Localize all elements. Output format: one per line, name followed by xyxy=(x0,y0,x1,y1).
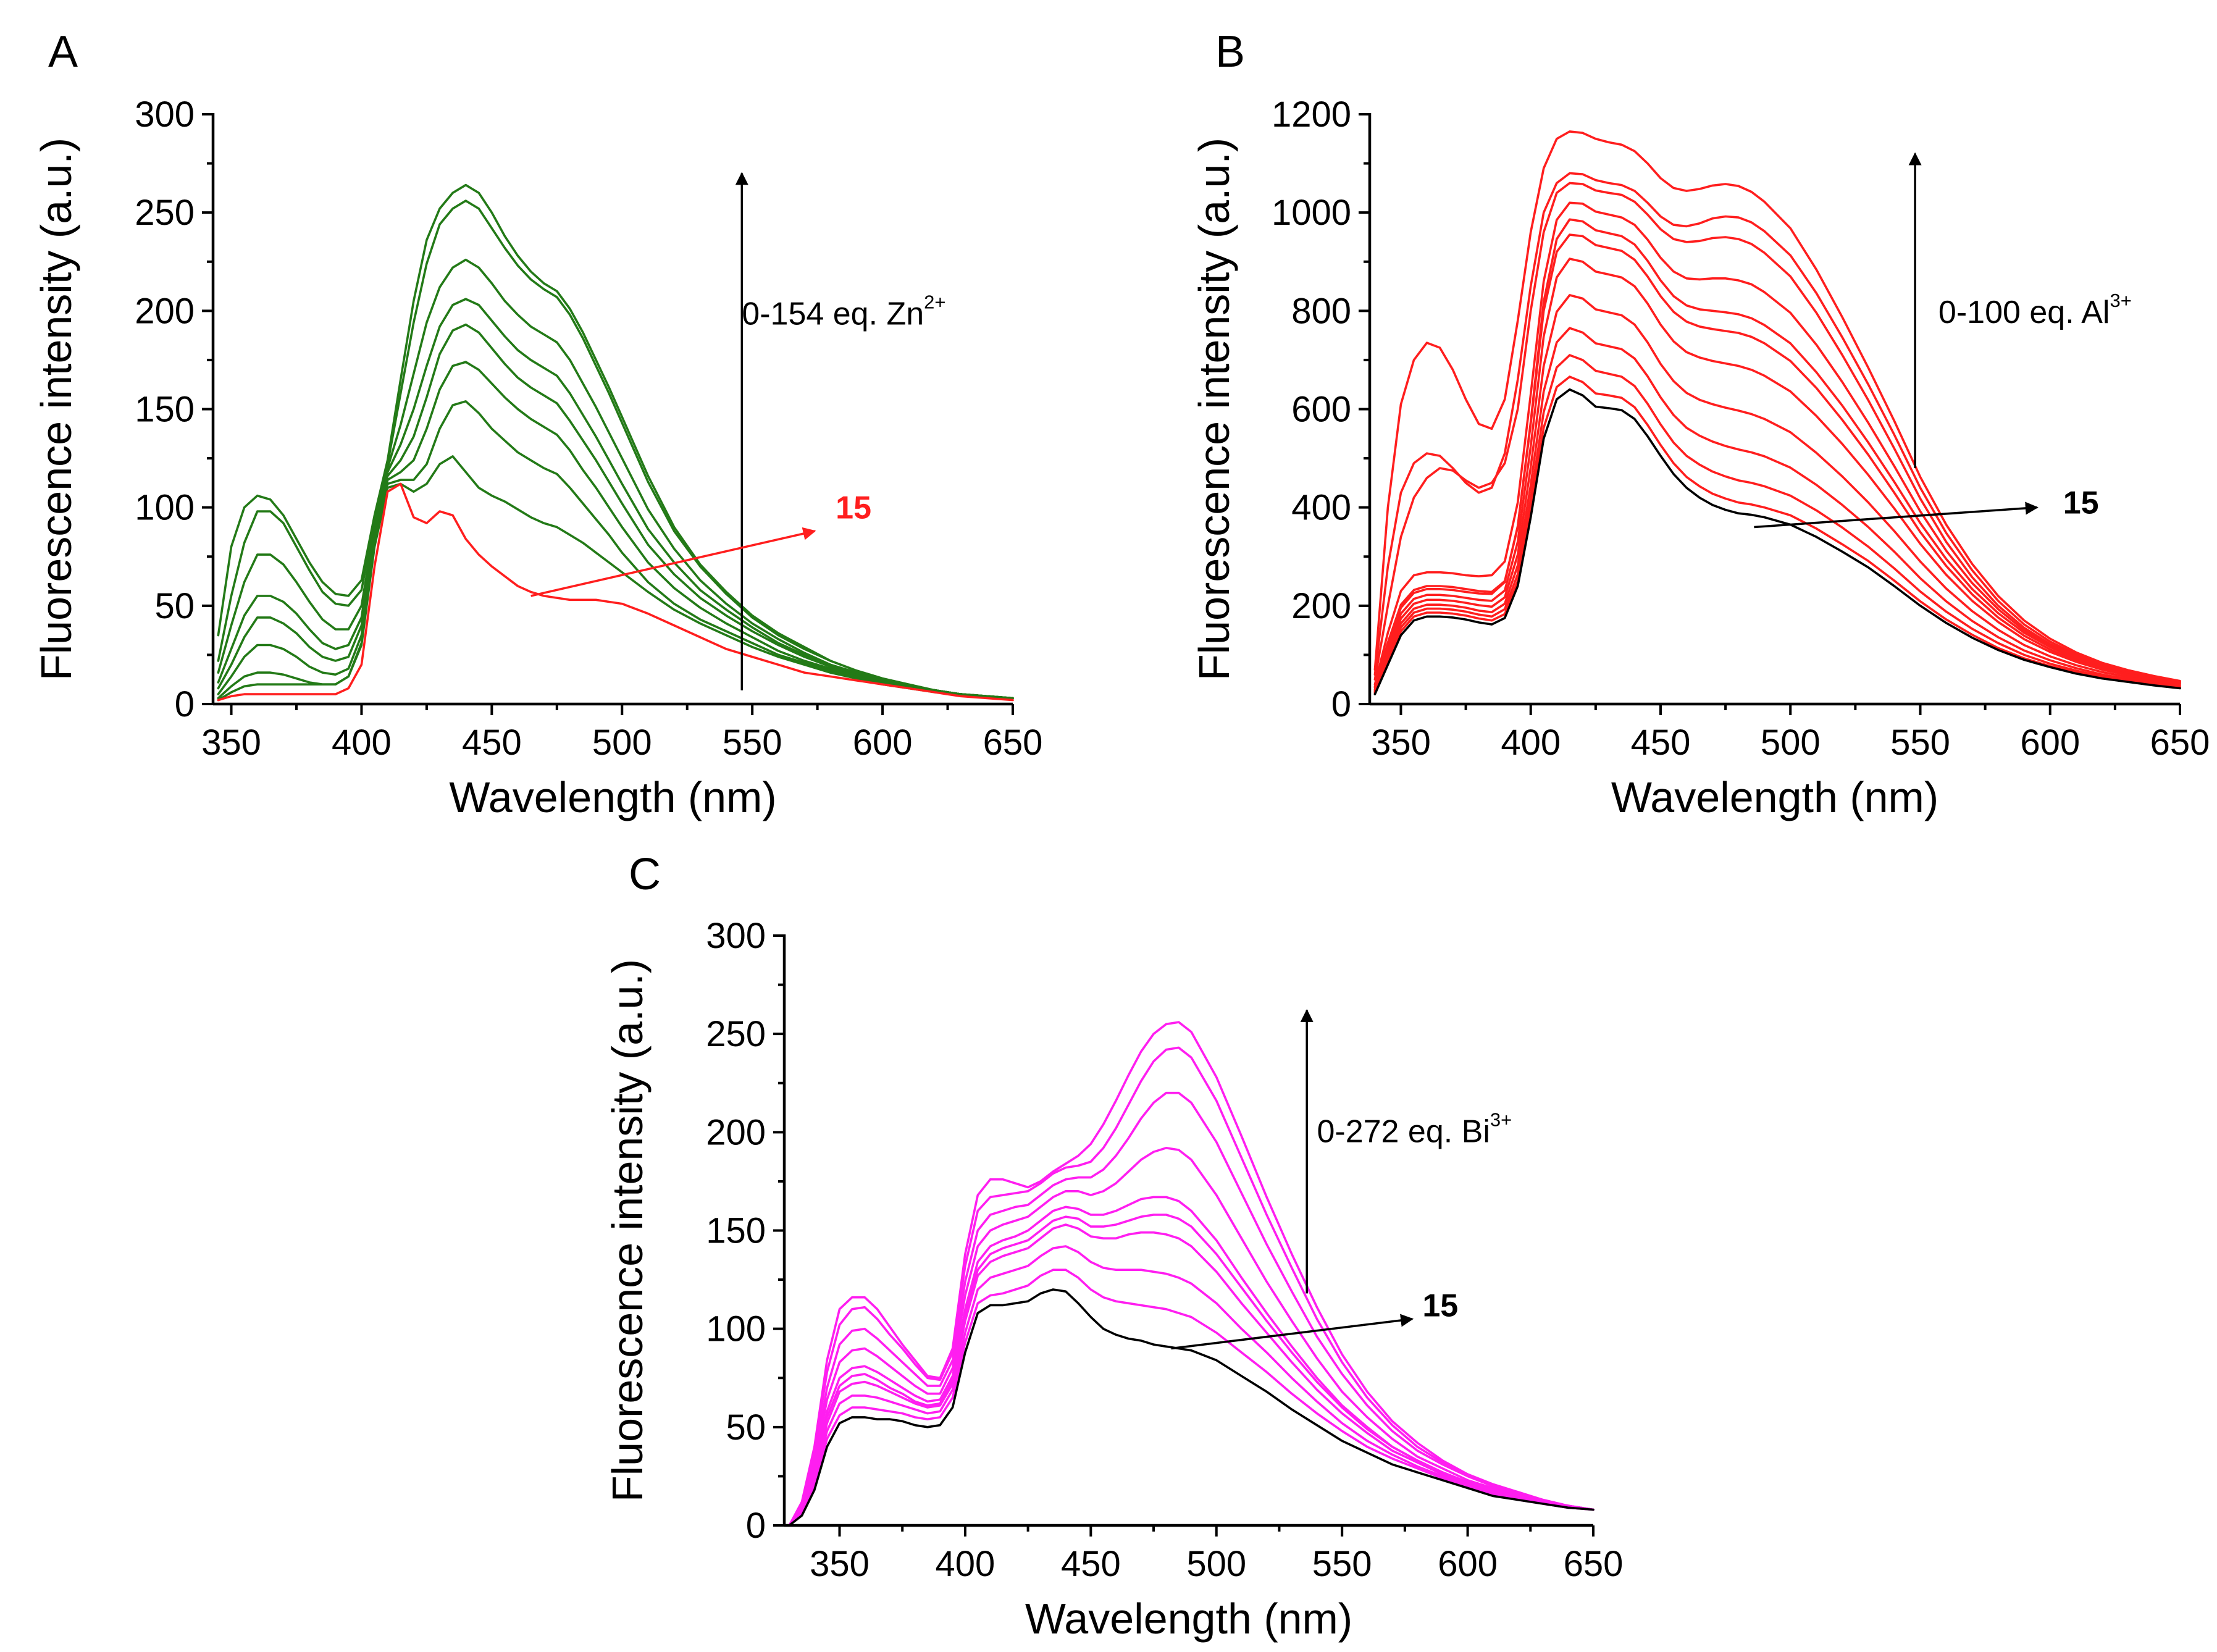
series-titration-line-b-5 xyxy=(1373,258,2181,690)
series-titration-line-b-8 xyxy=(1373,182,2181,683)
y-tick-label-c: 150 xyxy=(706,1211,766,1251)
x-tick-label-a: 500 xyxy=(592,723,652,763)
x-tick-label-c: 600 xyxy=(1438,1544,1498,1584)
x-tick-label-b: 400 xyxy=(1501,723,1561,763)
y-tick-label-b: 800 xyxy=(1291,291,1351,331)
curves-c xyxy=(788,1021,1595,1527)
series-titration-line-b-1 xyxy=(1373,375,2181,695)
y-tick-label-a: 200 xyxy=(135,291,195,331)
panel-b: B 350 400 450 500 550 600 650 0 200 400 600 800 1000… xyxy=(1190,27,2210,821)
x-tick-label-b: 550 xyxy=(1890,723,1950,763)
x-tick-label-c: 550 xyxy=(1312,1544,1372,1584)
panel-letter-a: A xyxy=(48,27,78,77)
x-tick-label-a: 350 xyxy=(201,723,261,763)
x-axis-title-b: Wavelength (nm) xyxy=(1611,773,1938,821)
series-titration-line-a-7 xyxy=(217,199,1014,700)
series-titration-line-a-4 xyxy=(217,323,1014,700)
series-titration-line-b-4 xyxy=(1373,294,2181,692)
y-tick-label-a: 100 xyxy=(135,488,195,528)
x-tick-label-b: 450 xyxy=(1631,723,1691,763)
series-titration-line-a-6 xyxy=(217,258,1014,700)
y-tick-label-c: 50 xyxy=(726,1407,766,1448)
series-titration-line-c-5 xyxy=(788,1147,1595,1527)
annotation-c: 0-272 eq. Bi3+ xyxy=(1317,1109,1512,1149)
series-titration-line-b-2 xyxy=(1373,354,2181,694)
series-titration-line-b-11 xyxy=(1373,233,2181,688)
series-titration-line-b-6 xyxy=(1373,218,2181,689)
series-titration-line-c-3 xyxy=(788,1223,1595,1527)
series-titration-line-c-9 xyxy=(788,1214,1595,1527)
x-tick-label-c: 400 xyxy=(936,1544,995,1584)
panel-a: A 350 400 450 500 550 600 650 0 50 100 150 200 250 30… xyxy=(32,27,1042,821)
arrow-15-b xyxy=(1754,501,2039,529)
x-tick-label-c: 500 xyxy=(1186,1544,1246,1584)
series-titration-line-b-3 xyxy=(1373,327,2181,693)
y-tick-label-b: 1200 xyxy=(1272,94,1351,135)
y-tick-label-b: 400 xyxy=(1291,488,1351,528)
annotation-b: 0-100 eq. Al3+ xyxy=(1938,290,2132,330)
series-titration-line-c-8 xyxy=(788,1021,1595,1527)
arrow-15-a xyxy=(530,527,816,597)
y-tick-label-c: 200 xyxy=(706,1112,766,1152)
y-tick-label-c: 300 xyxy=(706,916,766,956)
series-titration-line-b-7 xyxy=(1373,201,2181,686)
series-titration-line-a-2 xyxy=(217,400,1014,700)
y-tick-label-a: 300 xyxy=(135,94,195,135)
x-tick-label-b: 600 xyxy=(2020,723,2080,763)
series-titration-line-a-5 xyxy=(217,298,1014,700)
x-axis-title-a: Wavelength (nm) xyxy=(449,773,776,821)
x-tick-label-b: 650 xyxy=(2150,723,2210,763)
x-axis-title-c: Wavelength (nm) xyxy=(1025,1595,1352,1643)
series-titration-line-c-7 xyxy=(788,1046,1595,1527)
series-15-line-a xyxy=(217,482,1014,702)
panel-letter-b: B xyxy=(1215,27,1245,77)
series-titration-line-b-10 xyxy=(1373,130,2181,682)
series-titration-line-a-3 xyxy=(217,361,1014,700)
x-tick-label-a: 450 xyxy=(462,723,522,763)
label-15-c: 15 xyxy=(1422,1288,1458,1323)
annotation-a: 0-154 eq. Zn2+ xyxy=(742,291,945,332)
y-tick-label-a: 150 xyxy=(135,390,195,430)
y-axis-title-b: Fluorescence intensity (a.u.) xyxy=(1190,138,1238,681)
y-tick-label-c: 0 xyxy=(746,1506,766,1546)
curves-b xyxy=(1373,130,2181,695)
axes-b: 350 400 450 500 550 600 650 0 200 400 600 800 1000 12… xyxy=(1272,94,2210,763)
panel-c: C 350 400 450 500 550 600 650 0 50 100 150 200 250 30… xyxy=(603,850,1623,1643)
y-tick-label-b: 600 xyxy=(1291,390,1351,430)
series-15-line-c xyxy=(788,1288,1595,1527)
y-axis-title-c: Fluorescence intensity (a.u.) xyxy=(603,959,652,1502)
y-tick-label-c: 100 xyxy=(706,1309,766,1349)
axes-c: 350 400 450 500 550 600 650 0 50 100 150 200 250 300 xyxy=(706,916,1623,1584)
x-tick-label-c: 350 xyxy=(810,1544,870,1584)
panel-letter-c: C xyxy=(629,850,661,899)
y-axis-title-a: Fluorescence intensity (a.u.) xyxy=(32,138,80,681)
arrow-15-c xyxy=(1171,1314,1414,1350)
label-15-a: 15 xyxy=(836,490,871,526)
axes-a: 350 400 450 500 550 600 650 0 50 100 150 200 250 300 xyxy=(135,94,1042,763)
y-tick-label-a: 0 xyxy=(175,684,195,724)
series-titration-line-b-9 xyxy=(1373,172,2181,683)
y-tick-label-b: 200 xyxy=(1291,586,1351,626)
series-15-line-b xyxy=(1373,388,2181,695)
y-tick-label-b: 1000 xyxy=(1272,193,1351,233)
x-tick-label-a: 400 xyxy=(332,723,392,763)
series-titration-line-c-1 xyxy=(788,1268,1595,1527)
x-tick-label-b: 500 xyxy=(1761,723,1821,763)
x-tick-label-a: 550 xyxy=(723,723,782,763)
x-tick-label-c: 650 xyxy=(1564,1544,1624,1584)
x-tick-label-c: 450 xyxy=(1061,1544,1121,1584)
curves-a xyxy=(217,183,1014,702)
y-tick-label-c: 250 xyxy=(706,1014,766,1054)
label-15-b: 15 xyxy=(2063,485,2099,521)
x-tick-label-a: 600 xyxy=(853,723,913,763)
series-titration-line-a-8 xyxy=(217,183,1014,700)
y-tick-label-b: 0 xyxy=(1331,684,1351,724)
x-tick-label-a: 650 xyxy=(983,723,1043,763)
y-tick-label-a: 50 xyxy=(154,586,195,626)
series-titration-line-c-6 xyxy=(788,1091,1595,1527)
y-tick-label-a: 250 xyxy=(135,193,195,233)
series-titration-line-c-2 xyxy=(788,1245,1595,1527)
x-tick-label-b: 350 xyxy=(1371,723,1431,763)
